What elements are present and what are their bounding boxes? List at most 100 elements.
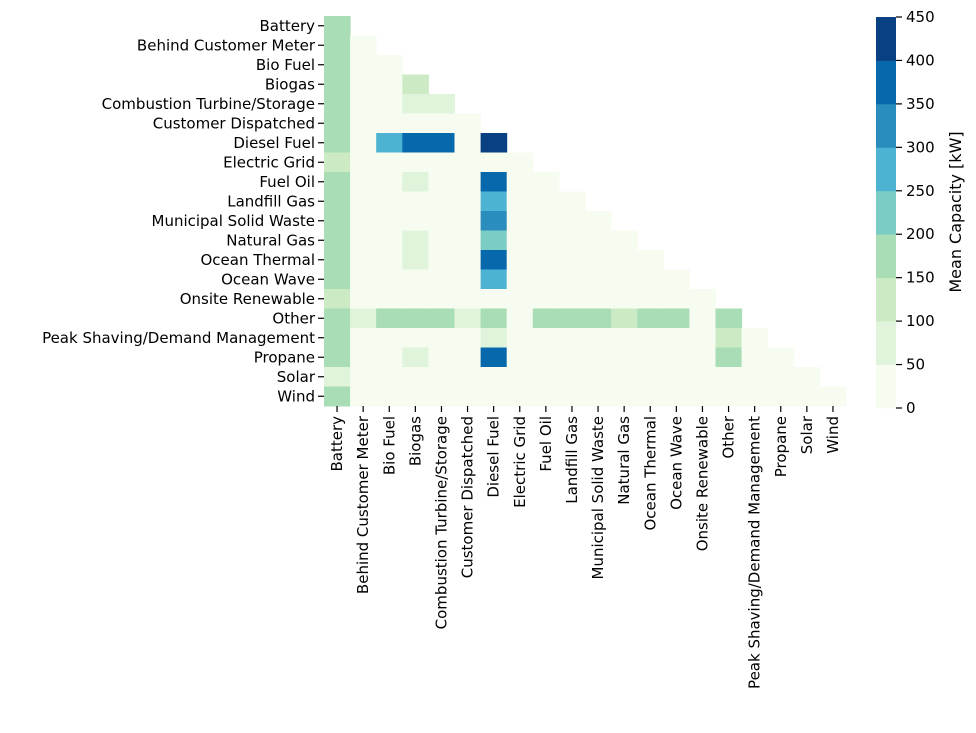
heatmap-cell-12-8 [532, 250, 560, 270]
heatmap-cell-16-2 [376, 328, 403, 348]
heatmap-cell-12-4 [428, 250, 455, 270]
heatmap-cell-10-2 [376, 211, 403, 231]
heatmap-cell-19-18 [793, 386, 821, 407]
x-tick-label: Ocean Wave [667, 416, 685, 510]
colorbar-tick-label: 0 [906, 399, 916, 417]
heatmap-cell-18-5 [454, 367, 482, 387]
heatmap-cell-15-10 [585, 308, 612, 329]
y-tick-label: Peak Shaving/Demand Management [42, 329, 315, 347]
heatmap-cell-19-19 [819, 386, 847, 407]
heatmap-cell-8-7 [506, 172, 534, 192]
heatmap-cell-15-6 [480, 308, 508, 329]
heatmap-cell-16-12 [637, 328, 664, 348]
heatmap-cell-19-1 [350, 386, 377, 407]
heatmap-cell-6-1 [350, 133, 377, 153]
heatmap-cell-18-16 [741, 367, 769, 387]
heatmap-cell-8-2 [376, 172, 403, 192]
colorbar-tick-label: 50 [906, 356, 925, 374]
heatmap-cell-4-3 [402, 94, 429, 114]
heatmap-cell-12-6 [480, 250, 508, 270]
heatmap-cell-16-4 [428, 328, 455, 348]
heatmap-cell-7-3 [402, 152, 429, 173]
heatmap-cell-10-10 [585, 211, 612, 231]
colorbar-segment-1 [876, 321, 896, 365]
heatmap-cell-11-6 [480, 230, 508, 251]
heatmap-cell-14-5 [454, 289, 482, 309]
heatmap-cell-19-13 [663, 386, 690, 407]
heatmap-cell-17-10 [585, 347, 612, 368]
heatmap-cell-16-1 [350, 328, 377, 348]
x-tick-label: Propane [772, 416, 790, 477]
y-tick-label: Ocean Wave [221, 270, 315, 288]
heatmap-cell-9-7 [506, 191, 534, 212]
heatmap-cell-2-2 [376, 55, 403, 75]
x-tick-label: Diesel Fuel [485, 416, 503, 498]
heatmap-cell-10-7 [506, 211, 534, 231]
heatmap-cell-14-7 [506, 289, 534, 309]
colorbar-segment-8 [876, 17, 896, 61]
heatmap-cell-1-0 [324, 35, 351, 56]
heatmap-cell-15-3 [402, 308, 429, 329]
heatmap-cell-11-8 [532, 230, 560, 251]
heatmap-cell-8-5 [454, 172, 482, 192]
y-tick-label: Other [272, 309, 315, 327]
heatmap-cell-15-8 [532, 308, 560, 329]
heatmap-cell-1-1 [350, 35, 377, 56]
colorbar: 0 50 100 150 200 250 300 350 400 450 [876, 8, 935, 417]
x-tick-label: Ocean Thermal [641, 416, 659, 531]
heatmap-cell-13-8 [532, 269, 560, 290]
heatmap-cell-15-11 [611, 308, 638, 329]
heatmap-cell-19-16 [741, 386, 769, 407]
heatmap-cell-13-0 [324, 269, 351, 290]
heatmap-cell-5-0 [324, 113, 351, 134]
heatmap-cell-4-4 [428, 94, 455, 114]
heatmap-cell-18-9 [558, 367, 586, 387]
heatmap-cell-19-8 [532, 386, 560, 407]
heatmap-cell-10-1 [350, 211, 377, 231]
heatmap-cell-19-11 [611, 386, 638, 407]
heatmap-cell-19-5 [454, 386, 482, 407]
heatmap-cell-12-10 [585, 250, 612, 270]
heatmap-cell-19-9 [558, 386, 586, 407]
heatmap-cell-19-6 [480, 386, 508, 407]
heatmap-cell-13-9 [558, 269, 586, 290]
heatmap-cell-5-4 [428, 113, 455, 134]
heatmap-cell-11-5 [454, 230, 482, 251]
colorbar-tick-label: 350 [906, 95, 935, 113]
heatmap-cell-12-9 [558, 250, 586, 270]
heatmap-cells [324, 16, 847, 407]
x-axis-labels: Battery Behind Customer Meter Bio Fuel Biog… [328, 406, 842, 689]
heatmap-cell-6-4 [428, 133, 455, 153]
colorbar-tick-label: 100 [906, 312, 935, 330]
heatmap-cell-14-12 [637, 289, 664, 309]
heatmap-cell-14-6 [480, 289, 508, 309]
heatmap-cell-7-1 [350, 152, 377, 173]
heatmap-cell-18-14 [689, 367, 716, 387]
heatmap-cell-13-2 [376, 269, 403, 290]
heatmap-cell-0-0 [324, 16, 351, 36]
y-tick-label: Bio Fuel [256, 56, 315, 74]
heatmap-cell-17-1 [350, 347, 377, 368]
heatmap-cell-8-6 [480, 172, 508, 192]
heatmap-cell-8-4 [428, 172, 455, 192]
heatmap-cell-15-13 [663, 308, 690, 329]
heatmap-cell-14-1 [350, 289, 377, 309]
heatmap-cell-8-3 [402, 172, 429, 192]
heatmap-cell-6-6 [480, 133, 508, 153]
heatmap-cell-17-17 [767, 347, 795, 368]
heatmap-cell-11-11 [611, 230, 638, 251]
colorbar-segment-6 [876, 103, 896, 148]
heatmap-cell-19-15 [715, 386, 743, 407]
heatmap-cell-11-4 [428, 230, 455, 251]
colorbar-tick-label: 400 [906, 51, 935, 69]
heatmap-cell-15-0 [324, 308, 351, 329]
heatmap-cell-17-8 [532, 347, 560, 368]
heatmap-cell-14-10 [585, 289, 612, 309]
heatmap-cell-18-10 [585, 367, 612, 387]
heatmap-cell-7-4 [428, 152, 455, 173]
heatmap-cell-18-1 [350, 367, 377, 387]
y-tick-label: Customer Dispatched [153, 114, 315, 132]
heatmap-cell-5-2 [376, 113, 403, 134]
x-tick-label: Combustion Turbine/Storage [432, 416, 450, 629]
